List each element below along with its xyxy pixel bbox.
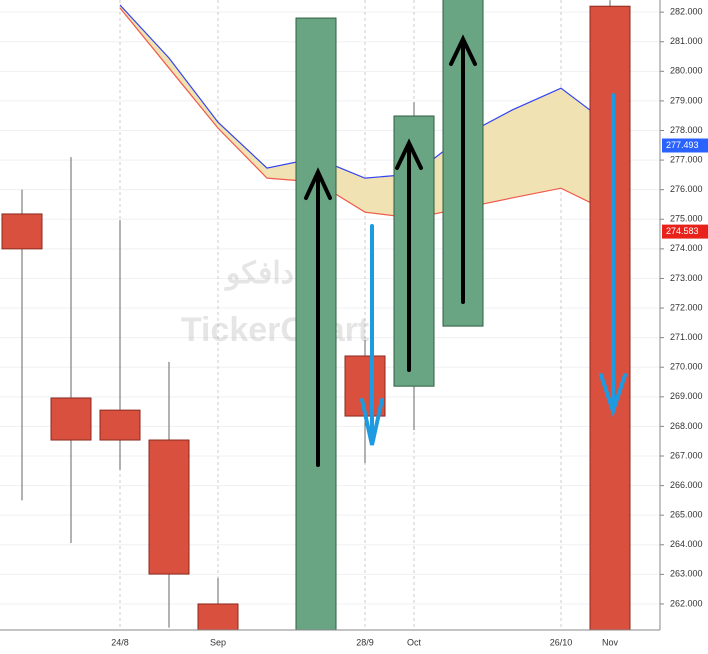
y-tick-label: 270.000 xyxy=(670,362,703,372)
candle-body xyxy=(148,439,190,575)
x-tick-label: 24/8 xyxy=(111,637,129,647)
x-tick-label: Nov xyxy=(602,637,619,647)
arrow-head xyxy=(395,138,423,170)
price-badge-label: 274.583 xyxy=(666,226,699,236)
x-tick-label: 28/9 xyxy=(356,637,374,647)
cloud-line xyxy=(119,4,611,179)
y-tick-label: 262.000 xyxy=(670,598,703,608)
candle-body xyxy=(50,397,92,441)
candle-body xyxy=(99,409,141,441)
arrow-head xyxy=(599,373,627,418)
cloud-line xyxy=(119,7,611,219)
y-tick-label: 265.000 xyxy=(670,510,703,520)
y-tick-label: 271.000 xyxy=(670,332,703,342)
y-tick-label: 282.000 xyxy=(670,7,703,17)
x-tick-label: Oct xyxy=(407,637,422,647)
price-badge-label: 277.493 xyxy=(666,140,699,150)
candle-body xyxy=(197,603,239,630)
y-tick-label: 281.000 xyxy=(670,36,703,46)
y-tick-label: 268.000 xyxy=(670,421,703,431)
candle-body xyxy=(1,213,43,250)
arrow-head xyxy=(449,34,477,66)
candle-body xyxy=(589,5,631,630)
arrow-head xyxy=(304,167,332,200)
y-tick-label: 272.000 xyxy=(670,302,703,312)
y-tick-label: 278.000 xyxy=(670,125,703,135)
price-badge xyxy=(662,224,708,239)
y-tick-label: 274.000 xyxy=(670,243,703,253)
y-tick-label: 279.000 xyxy=(670,95,703,105)
y-tick-label: 269.000 xyxy=(670,391,703,401)
watermark: دافكو TickerChart xyxy=(181,257,369,349)
watermark-text: دافكو xyxy=(224,257,294,291)
cloud-fill xyxy=(120,5,610,219)
y-tick-label: 263.000 xyxy=(670,569,703,579)
y-tick-label: 264.000 xyxy=(670,539,703,549)
y-tick-label: 266.000 xyxy=(670,480,703,490)
arrow-head xyxy=(360,398,384,446)
watermark-text: TickerChart xyxy=(181,311,369,349)
annotations xyxy=(304,34,627,467)
y-tick-label: 276.000 xyxy=(670,184,703,194)
plot xyxy=(1,0,631,630)
x-tick-label: 26/10 xyxy=(550,637,573,647)
y-tick-label: 277.000 xyxy=(670,154,703,164)
y-tick-label: 273.000 xyxy=(670,273,703,283)
axes: 262.000 263.000 264.000 265.000 266.000 267.0… xyxy=(111,7,708,647)
y-tick-label: 267.000 xyxy=(670,450,703,460)
y-tick-label: 280.000 xyxy=(670,66,703,76)
y-tick-label: 275.000 xyxy=(670,214,703,224)
price-badge xyxy=(662,138,708,153)
x-tick-label: Sep xyxy=(210,637,226,647)
